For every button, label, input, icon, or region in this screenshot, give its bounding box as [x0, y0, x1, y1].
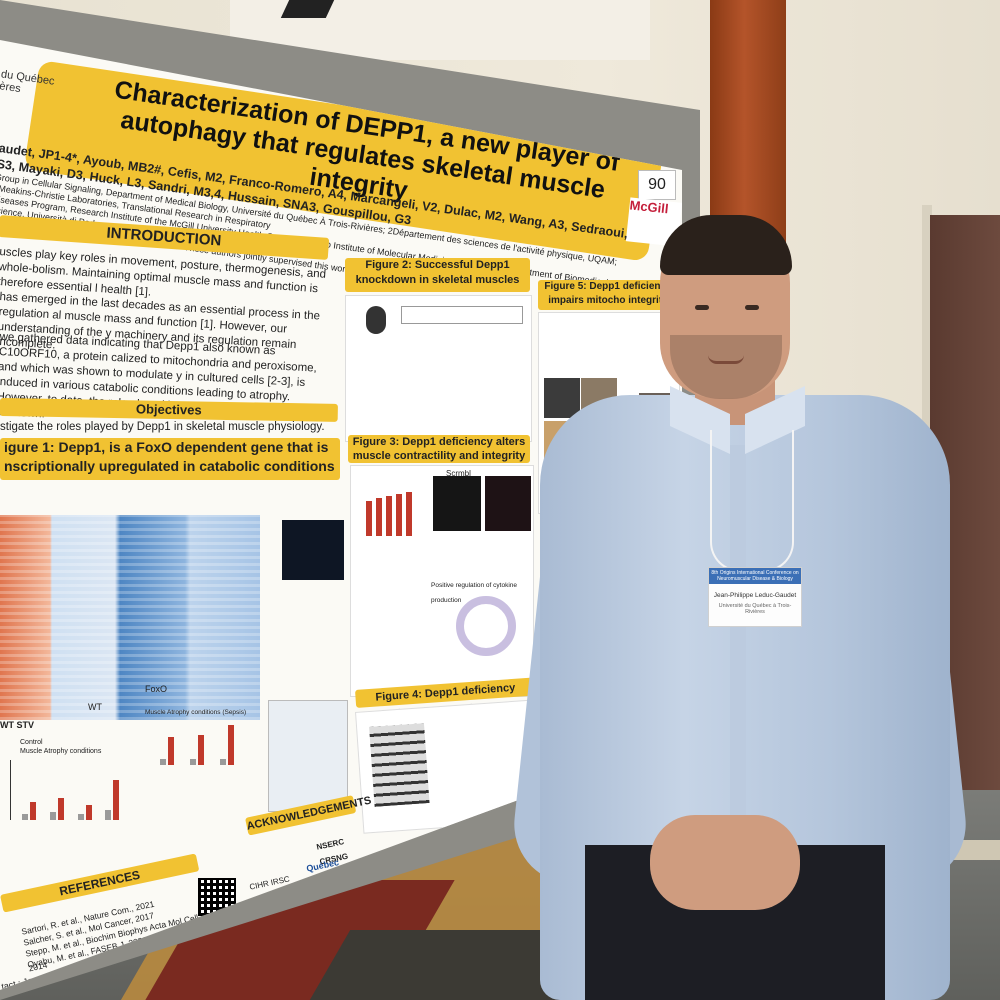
- bar: [22, 814, 28, 820]
- wooden-pillar: [710, 0, 786, 250]
- name-badge: 8th Origins International Conference on …: [708, 567, 802, 627]
- bar: [86, 805, 92, 820]
- board-number: 90: [638, 170, 676, 200]
- bar: [376, 498, 382, 536]
- western-blot: [369, 723, 430, 807]
- figure-2-panel: [345, 295, 532, 442]
- heatmap-label-stv: WT STV: [0, 720, 34, 730]
- bar: [160, 759, 166, 765]
- badge-name: Jean-Philippe Leduc-Gaudet: [713, 592, 797, 599]
- smile: [708, 355, 744, 364]
- figure-1-heading: igure 1: Depp1, is a FoxO dependent gene…: [0, 438, 340, 480]
- scrmbl-label: Scrmbl: [446, 469, 471, 478]
- legend-atrophy: Muscle Atrophy conditions: [20, 748, 102, 755]
- left-eye: [695, 305, 709, 310]
- figure-1-sepsis-chart: Muscle Atrophy conditions (Sepsis): [145, 705, 255, 765]
- figure-2-heading: Figure 2: Successful Depp1 knockdown in …: [345, 258, 530, 292]
- chart-axis: [10, 760, 11, 820]
- heatmap: [0, 515, 260, 720]
- presenter: 8th Origins International Conference on …: [508, 215, 972, 1000]
- mouse-diagram: [268, 700, 348, 812]
- badge-event: 8th Origins International Conference on …: [709, 568, 801, 584]
- legend-control: Control: [20, 739, 43, 746]
- bar: [58, 798, 64, 820]
- bar: [406, 492, 412, 536]
- circular-plot: [456, 596, 516, 656]
- bar: [105, 810, 111, 820]
- micrograph-dark: [282, 520, 344, 580]
- figure-3-heading: Figure 3: Depp1 deficiency alters muscle…: [348, 435, 530, 463]
- bar: [198, 735, 204, 765]
- badge-affiliation: Université du Québec à Trois-Rivières: [718, 603, 792, 615]
- objectives-text: stigate the roles played by Depp1 in ske…: [0, 421, 325, 433]
- figure-5-heading: Figure 5: Depp1 deficiency impairs mitoc…: [538, 280, 678, 310]
- bar: [220, 759, 226, 765]
- bar: [30, 802, 36, 820]
- right-eye: [745, 305, 759, 310]
- timeline-graphic: [401, 306, 523, 324]
- bar: [228, 725, 234, 765]
- clasped-hands: [650, 815, 800, 910]
- bar: [366, 501, 372, 536]
- muscle-section-sh: [485, 476, 531, 531]
- muscle-section-scrmbl: [433, 476, 481, 531]
- ceiling-vent: [280, 0, 335, 18]
- lanyard: [710, 430, 794, 572]
- bar: [78, 814, 84, 820]
- legend-sepsis: Muscle Atrophy conditions (Sepsis): [145, 709, 247, 716]
- bar: [190, 759, 196, 765]
- bar: [396, 494, 402, 536]
- figure-1-bar-chart: Control Muscle Atrophy conditions: [0, 735, 130, 820]
- em-image-1: [544, 378, 580, 418]
- heatmap-label-wt: WT: [88, 702, 102, 712]
- bar: [50, 812, 56, 820]
- heatmap-label-foxo: FoxO: [145, 684, 168, 694]
- figure-3-panel: Scrmbl Positive regulation of cytokine p…: [350, 465, 534, 697]
- mouse-icon: [366, 306, 386, 334]
- bar: [386, 496, 392, 536]
- hair: [660, 215, 792, 275]
- bar: [168, 737, 174, 765]
- cytokine-label: Positive regulation of cytokine producti…: [431, 582, 517, 604]
- bar: [113, 780, 119, 820]
